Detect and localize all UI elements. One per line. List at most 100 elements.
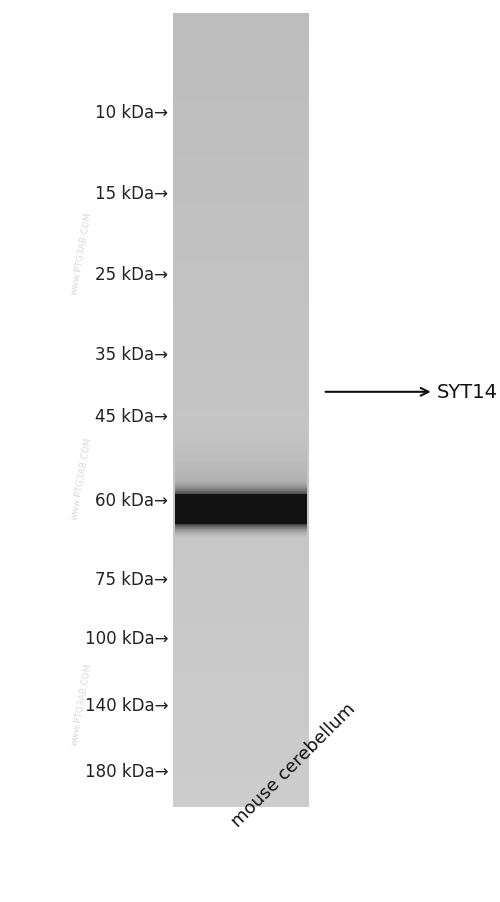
Bar <box>172 704 309 712</box>
Bar <box>172 419 309 427</box>
Bar <box>172 482 309 490</box>
Bar <box>175 443 307 445</box>
Bar <box>175 460 307 463</box>
Bar <box>172 283 309 291</box>
Text: 75 kDa→: 75 kDa→ <box>96 570 168 588</box>
Bar <box>172 116 309 124</box>
Bar <box>172 387 309 394</box>
Bar <box>172 339 309 347</box>
Bar <box>172 61 309 69</box>
Bar <box>172 14 309 22</box>
Bar <box>175 457 307 460</box>
Bar <box>172 784 309 791</box>
Text: www.PTG3AB.COM: www.PTG3AB.COM <box>70 436 94 520</box>
Text: 60 kDa→: 60 kDa→ <box>96 492 168 510</box>
Bar <box>175 453 307 455</box>
Bar <box>172 109 309 116</box>
Bar <box>172 30 309 37</box>
Bar <box>172 77 309 85</box>
Text: 140 kDa→: 140 kDa→ <box>84 696 168 714</box>
Bar <box>175 473 307 474</box>
Bar <box>175 483 307 484</box>
Bar <box>172 665 309 672</box>
Text: 180 kDa→: 180 kDa→ <box>84 762 168 780</box>
Bar <box>172 569 309 577</box>
Bar <box>175 420 307 423</box>
Bar <box>175 423 307 426</box>
Bar <box>172 577 309 585</box>
Bar <box>172 371 309 379</box>
Bar <box>175 450 307 453</box>
Bar <box>175 447 307 450</box>
Bar <box>175 435 307 437</box>
Bar <box>172 561 309 569</box>
Bar <box>172 759 309 768</box>
Bar <box>172 799 309 807</box>
Bar <box>172 640 309 649</box>
Bar <box>175 440 307 443</box>
Bar <box>172 474 309 482</box>
Bar <box>172 323 309 331</box>
Bar <box>175 477 307 480</box>
Bar <box>172 791 309 799</box>
Bar <box>175 492 307 494</box>
Bar <box>172 427 309 434</box>
Bar <box>172 204 309 212</box>
Bar <box>172 458 309 466</box>
Bar <box>172 124 309 133</box>
Bar <box>175 474 307 477</box>
Bar <box>172 712 309 720</box>
Bar <box>175 480 307 483</box>
Bar <box>175 465 307 467</box>
Bar <box>172 22 309 30</box>
Bar <box>172 220 309 228</box>
Text: www.PTG3AB.COM: www.PTG3AB.COM <box>70 210 94 295</box>
Bar <box>172 291 309 299</box>
Text: 35 kDa→: 35 kDa→ <box>95 345 168 364</box>
Bar <box>172 299 309 308</box>
Bar <box>172 434 309 442</box>
Bar <box>175 490 307 492</box>
Bar <box>175 455 307 457</box>
Bar <box>172 450 309 458</box>
Text: SYT14: SYT14 <box>326 382 498 402</box>
Bar <box>172 85 309 93</box>
Bar <box>172 696 309 704</box>
Bar <box>172 617 309 625</box>
Bar <box>175 494 307 524</box>
Bar <box>172 354 309 363</box>
Bar <box>172 164 309 172</box>
Bar <box>172 228 309 235</box>
Bar <box>172 538 309 546</box>
Bar <box>172 189 309 196</box>
Bar <box>172 410 309 419</box>
Bar <box>172 180 309 189</box>
Bar <box>172 657 309 665</box>
Bar <box>172 37 309 45</box>
Bar <box>172 442 309 450</box>
Bar <box>172 363 309 371</box>
Bar <box>172 529 309 538</box>
Text: mouse cerebellum: mouse cerebellum <box>228 699 359 830</box>
Bar <box>172 252 309 260</box>
Bar <box>172 244 309 252</box>
Bar <box>172 315 309 323</box>
Bar <box>172 490 309 498</box>
Bar <box>172 506 309 513</box>
Bar <box>172 736 309 744</box>
Bar <box>172 593 309 601</box>
Text: 100 kDa→: 100 kDa→ <box>84 630 168 648</box>
Bar <box>172 601 309 609</box>
Bar <box>175 463 307 465</box>
Bar <box>175 445 307 447</box>
Bar <box>172 776 309 784</box>
Bar <box>172 680 309 688</box>
Bar <box>172 133 309 141</box>
Bar <box>172 720 309 728</box>
Bar <box>172 672 309 680</box>
Bar <box>172 402 309 410</box>
Bar <box>172 331 309 339</box>
Bar <box>172 553 309 561</box>
Bar <box>175 430 307 433</box>
Bar <box>172 212 309 220</box>
